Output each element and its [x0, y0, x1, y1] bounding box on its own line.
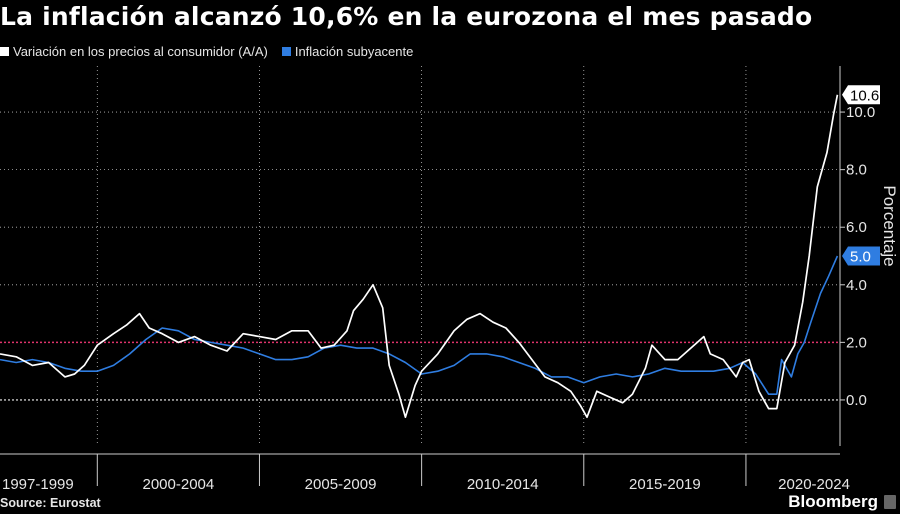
end-label-headline: 10.6	[850, 87, 879, 104]
end-callout-core	[842, 246, 880, 266]
series-line-core	[0, 255, 839, 395]
legend-swatch-core	[281, 47, 291, 56]
x-period-label: 1997-1999	[2, 476, 74, 493]
brand-logo: Bloomberg	[788, 492, 896, 512]
y-tick-label: 0.0	[846, 392, 867, 409]
x-period-label: 2010-2014	[467, 476, 539, 493]
y-tick-label: 10.0	[846, 104, 875, 121]
y-tick-label: 4.0	[846, 277, 867, 294]
x-period-label: 2015-2019	[629, 476, 701, 493]
legend-item-headline[interactable]: Variación en los precios al consumidor (…	[0, 44, 268, 59]
legend-swatch-headline	[0, 47, 9, 56]
x-period-label: 2020-2024	[778, 476, 850, 493]
x-period-label: 2000-2004	[143, 476, 215, 493]
legend: Variación en los precios al consumidor (…	[0, 44, 427, 59]
chart-title: La inflación alcanzó 10,6% en la eurozon…	[0, 2, 813, 31]
legend-item-core[interactable]: Inflación subyacente	[281, 44, 414, 59]
series-line-headline	[0, 94, 839, 419]
legend-label-headline: Variación en los precios al consumidor (…	[13, 44, 268, 59]
y-axis-title: Porcentaje	[880, 185, 899, 266]
source-note: Source: Eurostat	[0, 496, 101, 510]
end-label-core: 5.0	[850, 249, 871, 266]
y-tick-label: 6.0	[846, 219, 867, 236]
x-period-label: 2005-2009	[305, 476, 377, 493]
end-callout-headline	[842, 85, 880, 105]
legend-label-core: Inflación subyacente	[294, 44, 414, 59]
bloomberg-mark-icon	[884, 495, 896, 509]
brand-name: Bloomberg	[788, 492, 878, 511]
y-tick-label: 2.0	[846, 334, 867, 351]
y-tick-label: 8.0	[846, 162, 867, 179]
